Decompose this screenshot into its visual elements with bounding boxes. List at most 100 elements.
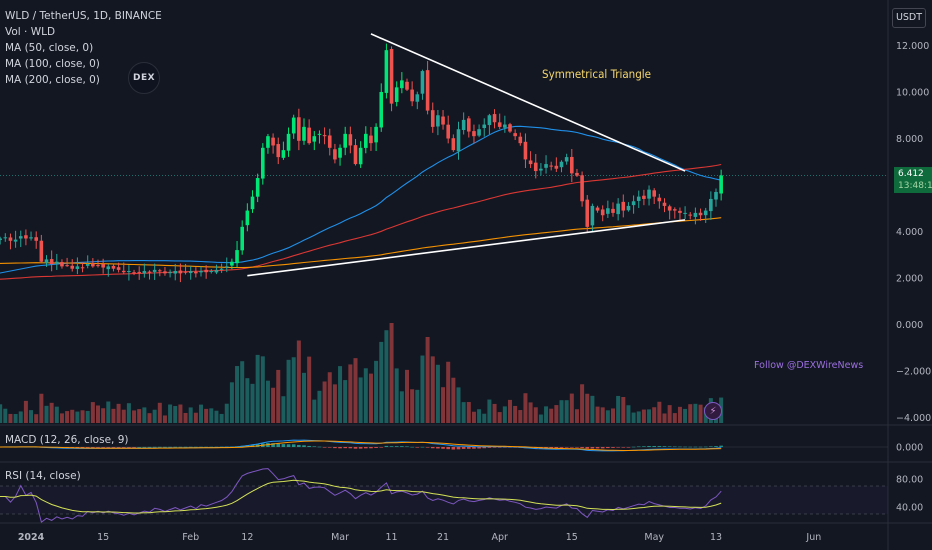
volume-bar	[204, 408, 209, 423]
time-tick-label: 11	[386, 532, 398, 543]
candle-body	[559, 161, 564, 168]
volume-bar	[276, 369, 281, 423]
macd-histogram-bar	[137, 446, 141, 448]
volume-bar	[425, 337, 430, 423]
macd-histogram-bar	[714, 446, 718, 447]
macd-histogram-bar	[647, 446, 651, 447]
candle-body	[467, 118, 471, 132]
volume-bar	[611, 408, 615, 423]
macd-histogram-bar	[678, 446, 682, 448]
candle-body	[533, 162, 538, 172]
candle-body	[209, 271, 214, 273]
candle-body	[333, 149, 337, 160]
candle-body	[410, 89, 414, 102]
macd-histogram-bar	[703, 446, 708, 448]
macd-histogram-bar	[410, 446, 414, 448]
volume-bar	[538, 414, 543, 423]
macd-histogram-bar	[441, 447, 445, 449]
price-tick-label: 10.000	[896, 88, 929, 99]
macd-histogram-bar	[327, 447, 332, 448]
ma100-legend[interactable]: MA (100, close, 0)	[5, 58, 100, 70]
macd-histogram-bar	[209, 446, 214, 448]
chart-legend: WLD / TetherUS, 1D, BINANCE Vol · WLD MA…	[5, 8, 162, 88]
volume-bar	[523, 393, 528, 423]
volume-bar	[34, 414, 39, 423]
volume-bar	[23, 400, 28, 423]
volume-bar	[657, 401, 662, 423]
volume-bar	[415, 389, 420, 423]
volume-bar	[379, 341, 384, 423]
macd-histogram-bar	[178, 446, 183, 448]
volume-bar	[111, 408, 116, 423]
candle-body	[472, 131, 476, 137]
macd-histogram-bar	[667, 446, 672, 447]
volume-bar	[121, 409, 126, 423]
candle-body	[276, 144, 281, 158]
macd-histogram-bar	[250, 444, 255, 447]
ma200-legend[interactable]: MA (200, close, 0)	[5, 74, 100, 86]
volume-bar	[137, 409, 142, 423]
candle-body	[580, 175, 584, 202]
volume-legend[interactable]: Vol · WLD	[5, 26, 56, 38]
candle-body	[147, 271, 152, 273]
volume-bar	[54, 406, 59, 423]
candle-body	[585, 199, 590, 227]
macd-histogram-bar	[369, 447, 373, 449]
volume-bar	[281, 396, 286, 423]
volume-bar	[441, 387, 446, 423]
triangle-annotation[interactable]: Symmetrical Triangle	[542, 67, 652, 81]
candle-body	[111, 265, 116, 269]
candle-body	[374, 126, 378, 143]
macd-histogram-bar	[96, 447, 100, 448]
macd-histogram-bar	[662, 446, 667, 447]
macd-histogram-bar	[585, 447, 590, 449]
time-tick-label: 15	[566, 532, 578, 543]
symbol-title[interactable]: WLD / TetherUS, 1D, BINANCE	[5, 10, 162, 22]
volume-bar	[229, 382, 234, 423]
time-tick-label: 12	[241, 532, 253, 543]
volume-bar	[672, 413, 677, 423]
bar-countdown: 13:48:17	[898, 181, 932, 191]
macd-legend[interactable]: MACD (12, 26, close, 9)	[5, 434, 129, 446]
volume-bar	[343, 380, 348, 423]
volume-bar	[132, 410, 137, 423]
macd-histogram-bar	[400, 446, 404, 447]
candle-body	[384, 50, 389, 93]
volume-bar	[188, 407, 193, 423]
volume-bar	[13, 413, 18, 423]
macd-histogram-bar	[719, 445, 723, 447]
time-tick-label: 21	[437, 532, 449, 543]
candle-body	[297, 117, 301, 141]
macd-histogram-bar	[111, 447, 116, 448]
candle-body	[204, 269, 208, 273]
rsi-legend[interactable]: RSI (14, close)	[5, 470, 81, 482]
macd-pane	[0, 439, 888, 452]
volume-bar	[693, 403, 698, 423]
ma50-legend[interactable]: MA (50, close, 0)	[5, 42, 94, 54]
volume-bar	[374, 360, 379, 423]
candle-body	[18, 236, 23, 239]
volume-bar	[199, 404, 203, 423]
rsi-ma-line	[0, 479, 722, 514]
follow-annotation[interactable]: Follow @DEXWireNews	[754, 360, 864, 371]
volume-bar	[580, 384, 585, 423]
volume-bar	[471, 411, 476, 423]
macd-histogram-bar	[673, 446, 677, 448]
volume-bar	[168, 404, 173, 423]
volume-bar	[327, 372, 332, 423]
candle-body	[281, 150, 286, 158]
macd-histogram-bar	[194, 446, 198, 448]
ma50-line	[0, 125, 722, 274]
volume-bar	[183, 412, 188, 423]
volume-bar	[75, 411, 80, 423]
currency-button[interactable]: USDT	[892, 8, 926, 28]
triangle-trendlines	[247, 33, 686, 277]
candle-body	[152, 269, 157, 272]
flash-icon[interactable]: ⚡	[704, 402, 722, 420]
candle-body	[343, 133, 347, 148]
volume-bar	[106, 401, 111, 423]
volume-bar	[477, 409, 482, 423]
volume-bar	[291, 357, 296, 423]
volume-bar	[80, 410, 85, 423]
